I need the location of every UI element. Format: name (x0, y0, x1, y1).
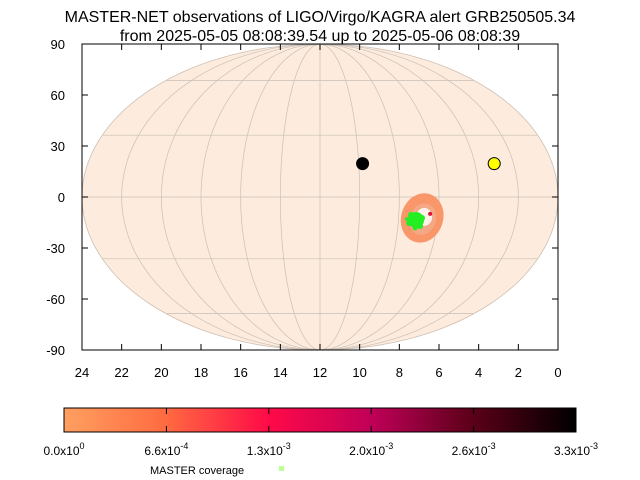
plot-frame (81, 43, 559, 351)
colorbar-ticks: 0.0x100 6.6x10-4 1.3x10-3 2.0x10-3 2.6x10-3 3… (43, 408, 598, 458)
x-tick-label: 8 (396, 365, 403, 380)
mollweide-sky-map (81, 43, 559, 351)
y-tick-label: -90 (46, 343, 65, 358)
x-tick-label: 18 (194, 365, 208, 380)
x-tick-label: 14 (273, 365, 287, 380)
x-tick-label: 6 (435, 365, 442, 380)
x-axis-ticks: 24 22 20 18 16 14 12 10 8 6 4 2 0 (75, 44, 562, 380)
x-tick-label: 20 (154, 365, 168, 380)
colorbar-tick-label: 1.3x10-3 (247, 441, 291, 458)
x-tick-label: 10 (352, 365, 366, 380)
y-tick-label: 60 (51, 88, 65, 103)
coverage-field (417, 223, 424, 230)
y-tick-label: 30 (51, 139, 65, 154)
chart-title-line-1: MASTER-NET observations of LIGO/Virgo/KA… (65, 9, 576, 26)
y-tick-label: -30 (46, 241, 65, 256)
coverage-field (405, 217, 410, 222)
chart-title-line-2: from 2025-05-05 08:08:39.54 up to 2025-0… (120, 28, 520, 45)
y-tick-label: 0 (58, 190, 65, 205)
legend-label: MASTER coverage (150, 465, 244, 477)
x-tick-label: 2 (515, 365, 522, 380)
y-axis-ticks: 90 60 30 0 -30 -60 -90 (46, 37, 558, 358)
coverage-field (419, 215, 426, 222)
probability-peak-pixel (428, 211, 433, 216)
coverage-field (412, 225, 418, 231)
legend-marker (279, 466, 284, 471)
x-tick-label: 0 (554, 365, 561, 380)
colorbar-tick-label: 0.0x100 (43, 441, 84, 458)
yellow-circle-marker (487, 157, 501, 171)
x-tick-label: 4 (475, 365, 482, 380)
colorbar-tick-label: 6.6x10-4 (144, 441, 188, 458)
coverage-field (406, 220, 413, 227)
coverage-field (408, 212, 415, 219)
x-tick-label: 24 (75, 365, 89, 380)
colorbar (63, 407, 577, 433)
black-circle-marker (356, 157, 370, 171)
x-tick-label: 16 (233, 365, 247, 380)
y-tick-label: -60 (46, 292, 65, 307)
colorbar-tick-label: 2.6x10-3 (452, 441, 496, 458)
x-tick-label: 12 (313, 365, 327, 380)
colorbar-tick-label: 2.0x10-3 (349, 441, 393, 458)
colorbar-tick-label: 3.3x10-3 (554, 441, 598, 458)
y-tick-label: 90 (51, 37, 65, 52)
x-tick-label: 22 (114, 365, 128, 380)
